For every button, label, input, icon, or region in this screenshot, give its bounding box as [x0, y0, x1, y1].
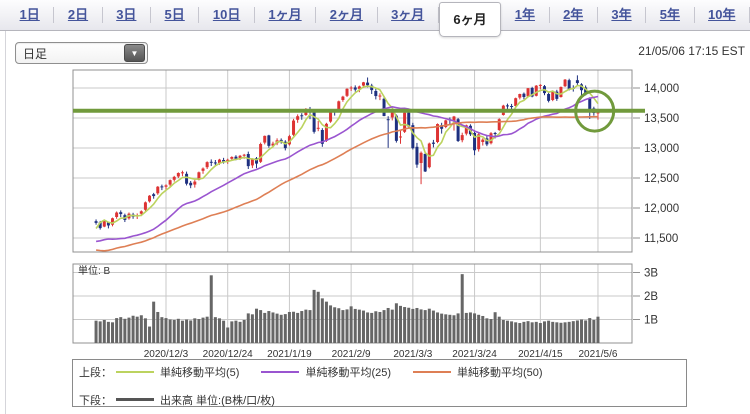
legend-item: 出来高 単位:(B株/口/枚)	[116, 392, 275, 408]
legend-line-swatch	[116, 398, 154, 401]
volume-bars	[94, 274, 600, 343]
legend-upper-row: 上段： 単純移動平均(5) 単純移動平均(25) 単純移動平均(50)	[73, 363, 686, 380]
svg-text:2021/3/3: 2021/3/3	[393, 349, 432, 360]
tab-1ヶ月[interactable]: 1ヶ月	[255, 7, 317, 23]
content-left-border	[5, 31, 6, 414]
legend-upper-label: 上段：	[79, 366, 112, 379]
legend-line-swatch	[116, 370, 154, 373]
tab-2ヶ月[interactable]: 2ヶ月	[316, 7, 378, 23]
svg-text:12,500: 12,500	[644, 173, 679, 185]
legend-line-swatch	[261, 370, 300, 373]
svg-text:14,000: 14,000	[644, 83, 679, 95]
chart-legend: 上段： 単純移動平均(5) 単純移動平均(25) 単純移動平均(50) 下段： 出来…	[72, 359, 687, 407]
chevron-down-icon[interactable]: ▼	[124, 44, 145, 62]
svg-text:11,500: 11,500	[644, 233, 678, 245]
annotation-circle	[574, 89, 616, 133]
candlestick-series	[94, 75, 600, 230]
tab-5年[interactable]: 5年	[646, 7, 695, 23]
legend-lower-label: 下段：	[79, 394, 112, 407]
legend-item-label: 単純移動平均(25)	[305, 366, 392, 379]
svg-text:2021/3/24: 2021/3/24	[452, 349, 497, 360]
legend-item: 単純移動平均(5)	[116, 364, 239, 380]
svg-text:13,000: 13,000	[644, 143, 679, 155]
legend-item-label: 単純移動平均(5)	[160, 366, 240, 379]
legend-item-label: 出来高 単位:(B株/口/枚)	[160, 394, 275, 407]
price-volume-chart: 14,000 13,500 13,000 12,500 12,000 11,500 3B 2B…	[72, 69, 679, 360]
legend-item: 単純移動平均(25)	[261, 364, 391, 380]
annotations	[73, 89, 645, 133]
tab-1日[interactable]: 1日	[6, 7, 55, 23]
svg-text:2021/1/19: 2021/1/19	[267, 349, 312, 360]
chart-type-select[interactable]: 日足 ▼	[15, 42, 148, 64]
volume-unit-label: 単位: B	[78, 264, 111, 277]
legend-lower-row: 下段： 出来高 単位:(B株/口/枚)	[73, 391, 686, 408]
period-tabbar: 1日 2日 3日 5日 10日 1ヶ月 2ヶ月 3ヶ月 6ヶ月 1年 2年 3年 5年 10年	[0, 0, 750, 37]
tab-3日[interactable]: 3日	[103, 7, 151, 23]
legend-item: 単純移動平均(50)	[413, 364, 543, 380]
svg-text:12,000: 12,000	[644, 203, 679, 215]
svg-text:3B: 3B	[644, 268, 658, 280]
sma5-line	[95, 84, 599, 229]
tab-6ヶ月[interactable]: 6ヶ月	[438, 1, 502, 37]
svg-text:2021/2/9: 2021/2/9	[332, 349, 371, 360]
tab-3年[interactable]: 3年	[598, 7, 647, 23]
tab-5日[interactable]: 5日	[151, 7, 200, 23]
quote-timestamp: 21/05/06 17:15 EST	[638, 44, 745, 58]
svg-text:2B: 2B	[644, 291, 658, 303]
tab-2年[interactable]: 2年	[550, 7, 598, 23]
svg-text:2020/12/24: 2020/12/24	[203, 349, 253, 360]
svg-text:2020/12/3: 2020/12/3	[144, 349, 189, 360]
tab-10年[interactable]: 10年	[695, 7, 750, 23]
tab-1年[interactable]: 1年	[501, 7, 550, 23]
sma50-line	[96, 115, 598, 252]
tab-10日[interactable]: 10日	[199, 7, 255, 23]
tab-3ヶ月[interactable]: 3ヶ月	[378, 7, 439, 23]
svg-text:1B: 1B	[644, 315, 658, 327]
svg-text:13,500: 13,500	[644, 113, 679, 125]
sma25-line	[95, 95, 599, 243]
chart-type-value: 日足	[23, 46, 48, 61]
svg-text:2021/4/15: 2021/4/15	[518, 349, 563, 360]
legend-item-label: 単純移動平均(50)	[457, 366, 543, 379]
legend-line-swatch	[413, 370, 452, 373]
axis-labels: 14,000 13,500 13,000 12,500 12,000 11,500 3B 2B…	[78, 83, 679, 360]
svg-text:2021/5/6: 2021/5/6	[579, 349, 618, 360]
tab-2日[interactable]: 2日	[54, 7, 103, 23]
